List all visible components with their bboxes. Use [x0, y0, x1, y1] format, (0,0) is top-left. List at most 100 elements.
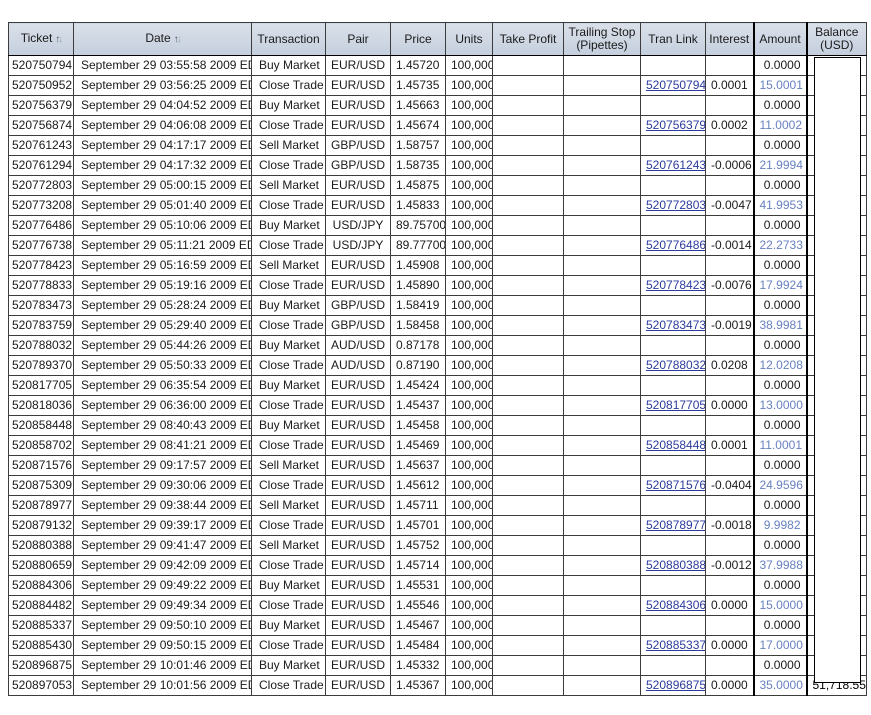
cell-trailing_stop: [563, 415, 641, 436]
column-header-pair: Pair: [325, 22, 391, 56]
cell-price: 1.45546: [390, 595, 446, 616]
cell-amount: 9.9982: [752, 515, 808, 536]
cell-tran_link: 520783473: [640, 315, 706, 336]
cell-tran_link: [640, 495, 706, 516]
cell-trailing_stop: [563, 475, 641, 496]
cell-date: September 29 03:56:25 2009 EDT: [73, 75, 252, 96]
cell-units: 100,000: [445, 215, 493, 236]
tran-link[interactable]: 520772803: [646, 198, 706, 212]
cell-pair: AUD/USD: [325, 355, 391, 376]
cell-trailing_stop: [563, 335, 641, 356]
tran-link[interactable]: 520858448: [646, 438, 706, 452]
tran-link[interactable]: 520871576: [646, 478, 706, 492]
cell-take_profit: [492, 115, 564, 136]
column-header-ticket[interactable]: Ticket ↑↓: [8, 22, 74, 56]
cell-transaction: Close Trade: [251, 675, 326, 696]
cell-take_profit: [492, 475, 564, 496]
cell-pair: GBP/USD: [325, 315, 391, 336]
cell-units: 100,000: [445, 195, 493, 216]
cell-ticket: 520817705: [8, 375, 74, 396]
cell-trailing_stop: [563, 355, 641, 376]
cell-pair: EUR/USD: [325, 495, 391, 516]
cell-take_profit: [492, 75, 564, 96]
cell-ticket: 520878977: [8, 495, 74, 516]
cell-transaction: Buy Market: [251, 615, 326, 636]
table-row: 520788032 September 29 05:44:26 2009 EDT B…: [8, 335, 867, 356]
cell-amount: 37.9988: [752, 555, 808, 576]
tran-link[interactable]: 520761243: [646, 158, 706, 172]
tran-link[interactable]: 520788032: [646, 358, 706, 372]
tran-link[interactable]: 520878977: [646, 518, 706, 532]
cell-pair: EUR/USD: [325, 555, 391, 576]
cell-ticket: 520788032: [8, 335, 74, 356]
cell-units: 100,000: [445, 295, 493, 316]
column-header-take_profit: Take Profit: [492, 22, 564, 56]
cell-tran_link: [640, 95, 706, 116]
cell-units: 100,000: [445, 435, 493, 456]
cell-transaction: Sell Market: [251, 255, 326, 276]
cell-pair: EUR/USD: [325, 635, 391, 656]
cell-interest: -0.0012: [705, 555, 754, 576]
cell-amount: 22.2733: [752, 235, 808, 256]
cell-date: September 29 09:17:57 2009 EDT: [73, 455, 252, 476]
cell-take_profit: [492, 135, 564, 156]
cell-tran_link: 520772803: [640, 195, 706, 216]
table-row: 520885430 September 29 09:50:15 2009 EDT C…: [8, 635, 867, 656]
cell-amount: 0.0000: [752, 175, 808, 196]
column-label-amount: Amount: [759, 31, 801, 46]
cell-transaction: Buy Market: [251, 335, 326, 356]
cell-pair: EUR/USD: [325, 535, 391, 556]
cell-interest: [705, 455, 754, 476]
cell-units: 100,000: [445, 55, 493, 76]
cell-interest: -0.0006: [705, 155, 754, 176]
tran-link[interactable]: 520885337: [646, 638, 706, 652]
column-label-ticket: Ticket: [20, 31, 53, 45]
cell-take_profit: [492, 435, 564, 456]
sort-arrows-icon[interactable]: ↑↓: [55, 34, 63, 45]
cell-amount: 0.0000: [752, 255, 808, 276]
cell-tran_link: 520884306: [640, 595, 706, 616]
cell-trailing_stop: [563, 655, 641, 676]
tran-link[interactable]: 520778423: [646, 278, 706, 292]
tran-link[interactable]: 520776486: [646, 238, 706, 252]
cell-pair: EUR/USD: [325, 675, 391, 696]
cell-units: 100,000: [445, 575, 493, 596]
cell-transaction: Close Trade: [251, 635, 326, 656]
transaction-history-table: Ticket ↑↓ Date ↑↓ Transaction Pair Price Units T…: [8, 22, 867, 696]
cell-trailing_stop: [563, 375, 641, 396]
cell-price: 1.58419: [390, 295, 446, 316]
tran-link[interactable]: 520756379: [646, 118, 706, 132]
cell-ticket: 520818036: [8, 395, 74, 416]
column-header-balance: Balance (USD): [806, 22, 867, 56]
tran-link[interactable]: 520880388: [646, 558, 706, 572]
cell-date: September 29 04:17:32 2009 EDT: [73, 155, 252, 176]
cell-date: September 29 05:29:40 2009 EDT: [73, 315, 252, 336]
sort-arrows-icon[interactable]: ↑↓: [174, 34, 182, 45]
cell-amount: 12.0208: [752, 355, 808, 376]
cell-tran_link: [640, 175, 706, 196]
cell-date: September 29 05:28:24 2009 EDT: [73, 295, 252, 316]
tran-link[interactable]: 520817705: [646, 398, 706, 412]
cell-price: 89.77700: [390, 235, 446, 256]
cell-amount: 11.0002: [752, 115, 808, 136]
cell-tran_link: [640, 55, 706, 76]
cell-ticket: 520756379: [8, 95, 74, 116]
tran-link[interactable]: 520884306: [646, 598, 706, 612]
cell-transaction: Close Trade: [251, 115, 326, 136]
table-row: 520880388 September 29 09:41:47 2009 EDT S…: [8, 535, 867, 556]
column-header-price: Price: [390, 22, 446, 56]
cell-pair: EUR/USD: [325, 615, 391, 636]
tran-link[interactable]: 520783473: [646, 318, 706, 332]
cell-amount: 17.9924: [752, 275, 808, 296]
cell-interest: [705, 135, 754, 156]
cell-pair: EUR/USD: [325, 95, 391, 116]
cell-transaction: Close Trade: [251, 515, 326, 536]
tran-link[interactable]: 520750794: [646, 78, 706, 92]
cell-interest: -0.0019: [705, 315, 754, 336]
cell-take_profit: [492, 95, 564, 116]
tran-link[interactable]: 520896875: [646, 678, 706, 692]
column-header-date[interactable]: Date ↑↓: [73, 22, 252, 56]
cell-transaction: Close Trade: [251, 475, 326, 496]
cell-date: September 29 06:35:54 2009 EDT: [73, 375, 252, 396]
cell-take_profit: [492, 315, 564, 336]
